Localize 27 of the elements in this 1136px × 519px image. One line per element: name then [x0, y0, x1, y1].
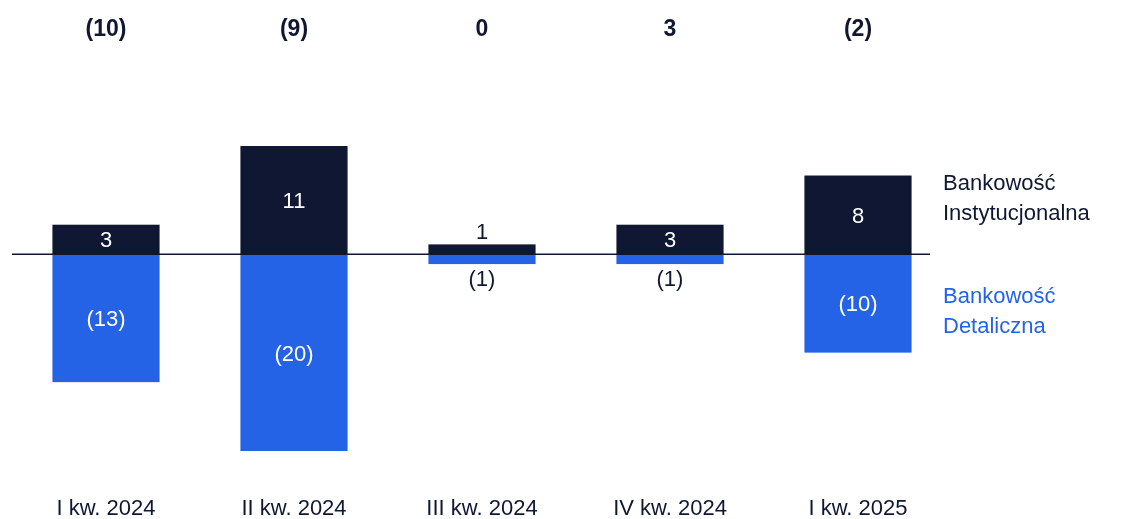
x-tick-label: I kw. 2024 [56, 495, 156, 519]
text: 0 [475, 15, 489, 41]
text: (9) [279, 15, 309, 41]
text: (10) [85, 15, 127, 41]
data-label: 8 [851, 202, 865, 228]
bar [240, 254, 348, 451]
data-label: (1) [468, 266, 496, 292]
x-tick-label: IV kw. 2024 [613, 495, 727, 519]
data-label: 3 [663, 227, 677, 253]
series-label: Bankowość Detaliczna [943, 283, 1056, 338]
x-tick-label: II kw. 2024 [241, 495, 347, 519]
data-label: 3 [99, 227, 113, 253]
bar [804, 254, 912, 353]
text: 3 [663, 15, 677, 41]
x-tick-label: I kw. 2025 [808, 495, 908, 519]
data-label: 11 [282, 188, 306, 214]
x-tick-label: III kw. 2024 [426, 495, 538, 519]
data-label: (20) [274, 340, 314, 366]
text: (2) [843, 15, 873, 41]
bar [616, 254, 724, 265]
series-label: Bankowość Instytucjonalna [943, 170, 1091, 225]
data-label: 1 [475, 219, 489, 245]
data-label: (10) [838, 291, 878, 317]
bar [52, 254, 160, 383]
data-label: (13) [86, 306, 126, 332]
bar [428, 254, 536, 265]
data-label: (1) [656, 266, 684, 292]
